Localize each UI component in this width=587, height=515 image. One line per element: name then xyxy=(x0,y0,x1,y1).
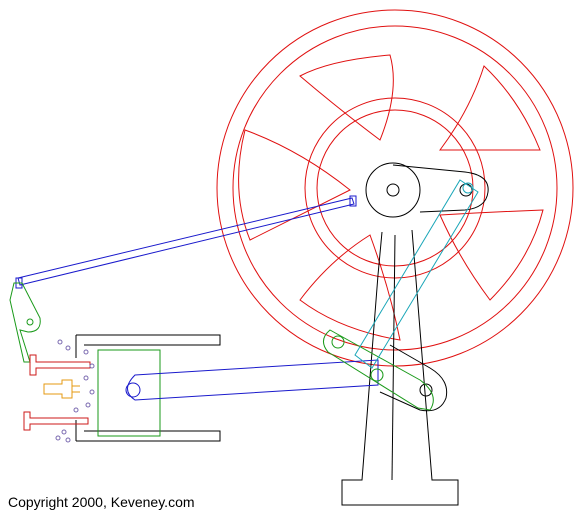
flywheel-inner-rim xyxy=(232,25,558,351)
frame-pivot xyxy=(419,383,433,397)
link-end xyxy=(462,182,474,194)
flywheel-cutout xyxy=(238,129,351,241)
flywheel-cutout xyxy=(439,65,541,151)
cam-pivot xyxy=(331,335,345,349)
flywheel xyxy=(216,9,574,367)
pushrod xyxy=(15,195,357,289)
engine-frame xyxy=(341,162,489,506)
piston-body xyxy=(97,349,161,437)
gas-particles xyxy=(55,339,95,443)
crank-axle xyxy=(386,183,400,197)
connecting-rod xyxy=(125,359,379,401)
cam-lever xyxy=(323,329,434,411)
flywheel-cutout xyxy=(299,234,401,341)
intake-valve xyxy=(29,354,91,376)
rocker-lever xyxy=(9,282,41,363)
frame-arm xyxy=(379,344,448,412)
flywheel-cutout xyxy=(299,54,394,141)
flywheel-outer-rim xyxy=(216,9,574,367)
frame-inner xyxy=(391,234,396,481)
wrist-pin xyxy=(125,382,141,398)
exhaust-valve xyxy=(23,411,89,431)
crank-arm xyxy=(392,164,489,213)
piston xyxy=(97,349,161,437)
cam-pin xyxy=(370,368,384,382)
crank-hub xyxy=(365,162,421,218)
rocker-pivot xyxy=(26,318,34,326)
cylinder-top-wall xyxy=(76,334,221,346)
spark-plug xyxy=(43,379,80,399)
flywheel-cutout xyxy=(439,209,544,301)
copyright-text: Copyright 2000, Keveney.com xyxy=(8,494,195,510)
link-rod xyxy=(354,179,479,369)
cylinder-bottom-wall xyxy=(76,430,221,442)
frame-upright xyxy=(341,229,459,506)
flywheel-hub-ring xyxy=(304,97,486,279)
crank-pin xyxy=(459,183,473,197)
